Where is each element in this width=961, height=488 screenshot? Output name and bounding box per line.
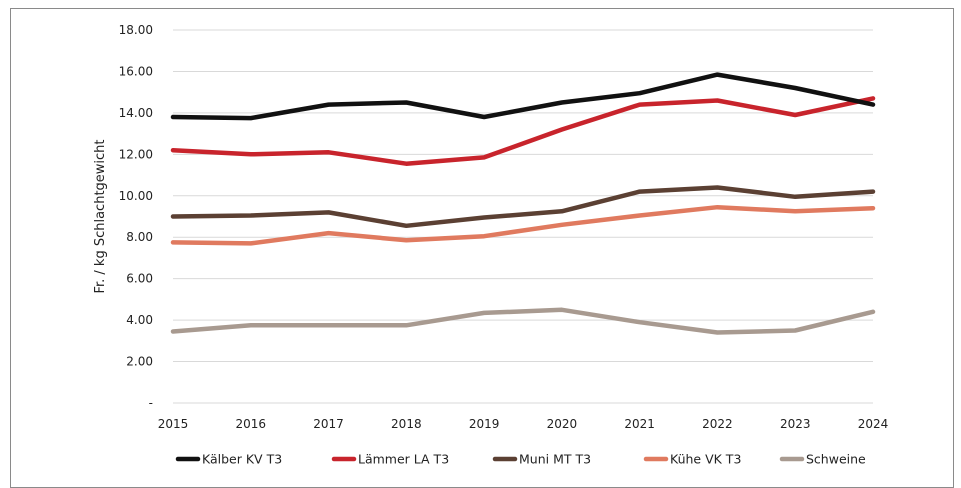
legend-item: Kühe VK T3 bbox=[643, 452, 741, 467]
x-tick-label: 2022 bbox=[702, 417, 733, 431]
y-tick-label: 14.00 bbox=[119, 106, 153, 120]
line-chart: - 2.00 4.00 6.00 8.00 10.00 12.00 14.00 16.00 18.… bbox=[93, 23, 889, 467]
x-tick-label: 2018 bbox=[391, 417, 422, 431]
series-line-0 bbox=[170, 72, 876, 121]
x-tick-label: 2015 bbox=[158, 417, 189, 431]
legend-label: Kälber KV T3 bbox=[202, 452, 282, 467]
legend-item: Kälber KV T3 bbox=[175, 452, 282, 467]
x-tick-label: 2021 bbox=[624, 417, 655, 431]
x-tick-label: 2016 bbox=[236, 417, 267, 431]
legend-label: Kühe VK T3 bbox=[670, 452, 741, 467]
legend-label: Schweine bbox=[806, 452, 866, 467]
y-tick-labels: - 2.00 4.00 6.00 8.00 10.00 12.00 14.00 16.00 18.… bbox=[119, 23, 153, 410]
x-tick-label: 2017 bbox=[313, 417, 344, 431]
y-tick-label: - bbox=[149, 396, 153, 410]
y-tick-label: 4.00 bbox=[126, 313, 153, 327]
y-tick-label: 8.00 bbox=[126, 230, 153, 244]
y-tick-label: 16.00 bbox=[119, 64, 153, 78]
legend-item: Schweine bbox=[779, 452, 866, 467]
y-tick-label: 18.00 bbox=[119, 23, 153, 37]
y-tick-label: 12.00 bbox=[119, 147, 153, 161]
legend-label: Muni MT T3 bbox=[519, 452, 591, 467]
x-tick-label: 2020 bbox=[547, 417, 578, 431]
y-tick-label: 6.00 bbox=[126, 272, 153, 286]
series-line-2 bbox=[170, 185, 876, 229]
x-tick-label: 2024 bbox=[858, 417, 889, 431]
x-tick-labels: 2015 2016 2017 2018 2019 2020 2021 2022 2023 2024 bbox=[158, 417, 889, 431]
series-line-3 bbox=[170, 204, 876, 246]
y-tick-label: 10.00 bbox=[119, 189, 153, 203]
x-tick-label: 2023 bbox=[780, 417, 811, 431]
legend-item: Lämmer LA T3 bbox=[331, 452, 449, 467]
series-line-1 bbox=[170, 96, 876, 166]
series-lines bbox=[170, 72, 876, 335]
legend: Kälber KV T3 Lämmer LA T3 Muni MT T3 Kühe V… bbox=[175, 452, 866, 467]
y-tick-label: 2.00 bbox=[126, 355, 153, 369]
x-tick-label: 2019 bbox=[469, 417, 500, 431]
y-axis-label: Fr. / kg Schlachtgewicht bbox=[93, 139, 108, 293]
legend-label: Lämmer LA T3 bbox=[358, 452, 449, 467]
legend-item: Muni MT T3 bbox=[492, 452, 591, 467]
series-line-4 bbox=[170, 307, 876, 335]
